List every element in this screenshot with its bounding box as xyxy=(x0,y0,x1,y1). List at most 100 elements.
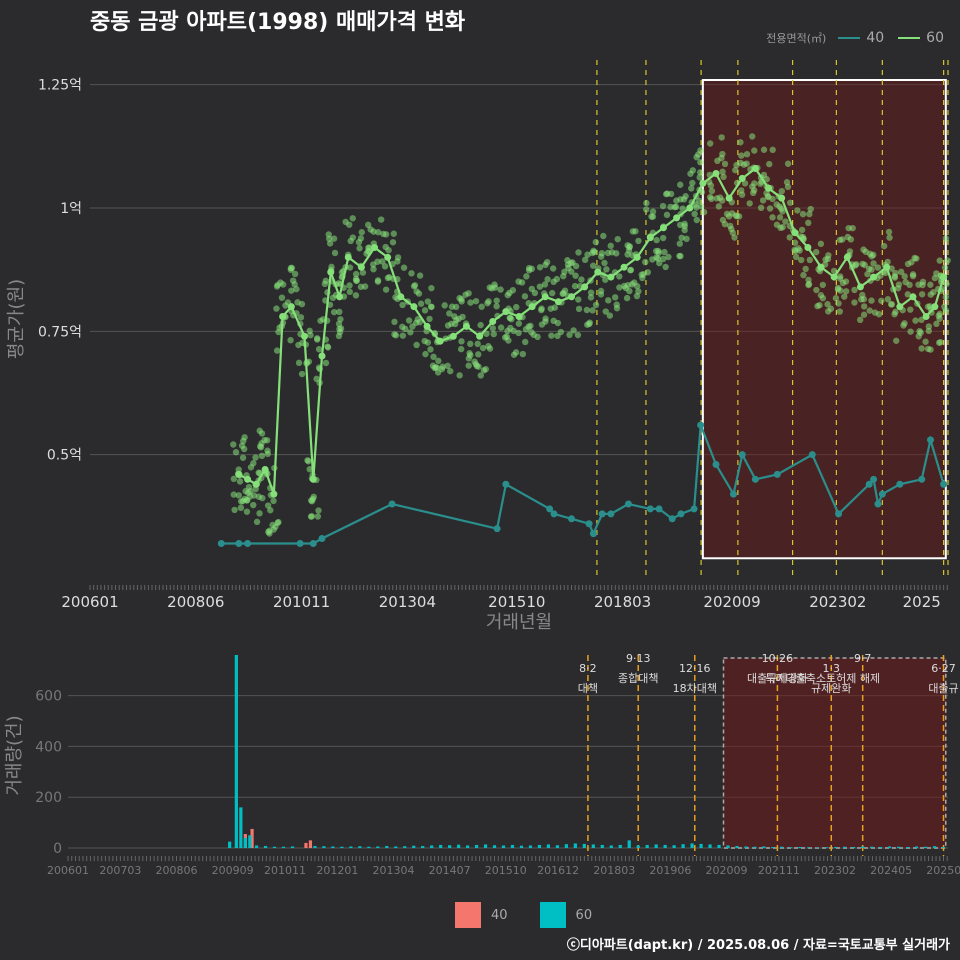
top-series-point-40 xyxy=(646,505,654,513)
top-scatter-point-60 xyxy=(575,305,583,313)
top-scatter-point-60 xyxy=(796,247,803,254)
top-scatter-point-60 xyxy=(837,273,844,280)
bottom-policy-label: 대출규제강화 xyxy=(747,672,808,685)
bottom-bar-60 xyxy=(636,845,640,848)
bottom-bar-60 xyxy=(699,843,703,848)
bottom-bar-60 xyxy=(243,837,247,848)
bottom-bar-60 xyxy=(897,846,901,848)
top-scatter-point-60 xyxy=(391,318,398,326)
top-scatter-point-60 xyxy=(800,271,807,279)
bottom-bar-60 xyxy=(394,846,398,848)
bottom-bar-60 xyxy=(834,846,838,848)
top-scatter-point-60 xyxy=(628,281,636,288)
top-scatter-point-60 xyxy=(237,504,245,512)
bottom-bar-60 xyxy=(234,655,238,848)
top-scatter-point-60 xyxy=(486,345,494,352)
top-scatter-point-60 xyxy=(880,242,888,250)
top-scatter-point-60 xyxy=(643,199,650,207)
top-scatter-point-60 xyxy=(342,218,349,226)
bottom-bar-60 xyxy=(932,846,937,848)
top-series-point-40 xyxy=(730,490,737,498)
top-scatter-point-60 xyxy=(353,277,360,284)
top-scatter-point-60 xyxy=(298,370,306,378)
bottom-bar-60 xyxy=(905,846,910,848)
top-scatter-point-60 xyxy=(291,270,299,278)
bottom-bar-60 xyxy=(654,844,658,848)
top-scatter-point-60 xyxy=(352,270,360,278)
top-series-point-60 xyxy=(633,253,641,261)
top-scatter-point-60 xyxy=(897,268,905,276)
top-scatter-point-60 xyxy=(493,303,500,310)
top-scatter-point-60 xyxy=(927,281,934,288)
top-scatter-point-60 xyxy=(943,280,950,288)
top-scatter-point-60 xyxy=(746,200,753,207)
top-series-point-60 xyxy=(252,480,260,488)
top-scatter-point-60 xyxy=(851,299,858,306)
top-scatter-point-60 xyxy=(349,215,356,222)
top-scatter-point-60 xyxy=(738,152,745,159)
top-scatter-point-60 xyxy=(798,256,805,264)
top-scatter-point-60 xyxy=(875,311,883,318)
top-scatter-point-60 xyxy=(927,291,934,298)
top-scatter-point-60 xyxy=(936,310,944,318)
top-scatter-point-60 xyxy=(352,292,360,299)
top-scatter-point-60 xyxy=(549,265,557,272)
top-scatter-point-60 xyxy=(743,150,751,158)
bottom-policy-label: 규제완화 xyxy=(811,682,851,695)
top-scatter-point-60 xyxy=(258,452,266,460)
top-scatter-point-60 xyxy=(587,294,595,301)
bottom-bar-60 xyxy=(771,846,775,848)
top-scatter-point-60 xyxy=(247,487,254,495)
top-scatter-point-60 xyxy=(592,301,600,309)
top-scatter-point-60 xyxy=(264,450,272,458)
bottom-bar-60 xyxy=(843,846,847,848)
top-scatter-point-60 xyxy=(288,287,295,294)
top-scatter-point-60 xyxy=(807,205,814,213)
top-scatter-point-60 xyxy=(936,339,943,346)
legend-top-label-40: 40 xyxy=(866,30,885,46)
top-series-point-60 xyxy=(270,490,278,498)
top-scatter-point-60 xyxy=(230,491,237,498)
top-scatter-point-60 xyxy=(858,296,865,303)
top-scatter-point-60 xyxy=(308,513,316,520)
top-scatter-point-60 xyxy=(919,281,926,289)
top-series-point-60 xyxy=(309,475,317,483)
top-scatter-point-60 xyxy=(490,330,497,338)
top-series-point-60 xyxy=(476,332,484,340)
top-scatter-point-60 xyxy=(358,229,365,236)
top-scatter-point-60 xyxy=(760,171,768,179)
top-scatter-point-60 xyxy=(564,261,572,268)
top-scatter-point-60 xyxy=(860,311,868,318)
top-scatter-point-60 xyxy=(731,234,738,241)
top-series-point-60 xyxy=(397,293,405,301)
top-scatter-point-60 xyxy=(689,167,697,174)
top-scatter-point-60 xyxy=(574,331,582,339)
top-scatter-point-60 xyxy=(337,325,345,332)
top-scatter-point-60 xyxy=(275,328,282,336)
top-scatter-point-60 xyxy=(911,254,918,262)
top-scatter-point-60 xyxy=(941,264,949,271)
top-scatter-point-60 xyxy=(326,240,334,247)
bottom-highlight-box xyxy=(722,657,947,849)
top-scatter-point-60 xyxy=(534,333,541,341)
top-scatter-point-60 xyxy=(917,329,924,336)
bottom-bar-60 xyxy=(385,845,389,848)
top-scatter-point-60 xyxy=(868,266,875,273)
top-series-point-60 xyxy=(581,283,589,291)
bottom-bar-60 xyxy=(322,846,326,848)
top-scatter-point-60 xyxy=(315,346,323,353)
top-scatter-point-60 xyxy=(719,216,727,224)
top-scatter-point-60 xyxy=(459,313,466,321)
top-scatter-point-60 xyxy=(331,249,339,257)
top-series-point-60 xyxy=(344,253,352,261)
top-scatter-point-60 xyxy=(662,263,669,271)
top-x-axis-label: 거래년월 xyxy=(486,612,552,633)
top-series-point-60 xyxy=(287,303,295,311)
top-scatter-point-60 xyxy=(759,197,767,204)
top-scatter-point-60 xyxy=(817,240,825,248)
top-scatter-point-60 xyxy=(411,282,419,289)
top-scatter-point-60 xyxy=(392,294,399,301)
top-highlight-box xyxy=(701,79,947,560)
bottom-bar-60 xyxy=(331,846,335,848)
top-scatter-point-60 xyxy=(870,260,877,267)
